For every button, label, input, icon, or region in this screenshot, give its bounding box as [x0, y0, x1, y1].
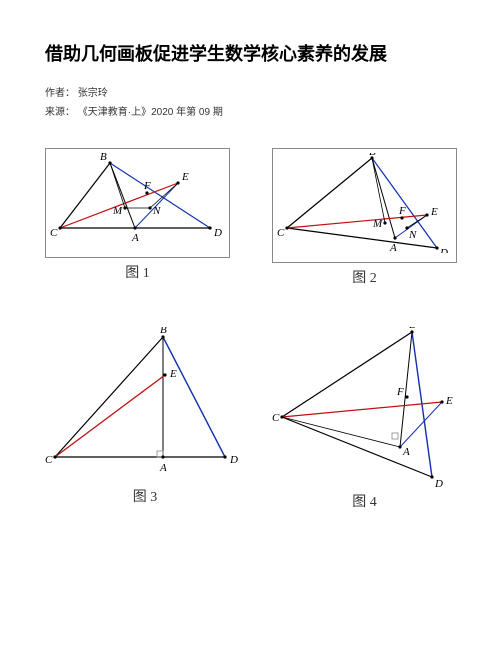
svg-text:E: E	[181, 171, 189, 183]
svg-text:C: C	[45, 454, 53, 466]
svg-text:D: D	[213, 227, 222, 239]
svg-text:E: E	[445, 395, 453, 407]
figure-1-svg: A B C D E F M N	[50, 153, 225, 248]
figure-2-caption: 图 2	[352, 267, 377, 287]
svg-text:A: A	[402, 446, 410, 458]
svg-text:A: A	[389, 242, 397, 253]
svg-text:B: B	[160, 327, 167, 336]
svg-text:B: B	[369, 153, 376, 158]
svg-text:C: C	[277, 227, 285, 239]
svg-text:B: B	[409, 327, 416, 331]
svg-text:E: E	[169, 368, 177, 380]
page-title: 借助几何画板促进学生数学核心素养的发展	[45, 40, 457, 66]
figure-4-caption: 图 4	[352, 491, 377, 511]
figure-2: A B C D E F M N 图 2	[272, 148, 457, 287]
svg-text:C: C	[272, 412, 280, 424]
svg-text:M: M	[372, 218, 383, 230]
svg-text:B: B	[100, 153, 107, 163]
svg-text:F: F	[396, 386, 404, 398]
figure-2-box: A B C D E F M N	[272, 148, 457, 263]
author-label: 作者：	[45, 88, 75, 99]
figure-row-1: A B C D E F M N 图 1 A B C D E F M N 图 2	[45, 148, 457, 287]
figure-1-caption: 图 1	[125, 262, 150, 282]
svg-text:A: A	[131, 232, 139, 244]
figure-1-box: A B C D E F M N	[45, 148, 230, 258]
svg-text:N: N	[152, 205, 161, 217]
svg-text:A: A	[159, 462, 167, 474]
svg-text:N: N	[408, 229, 417, 241]
figure-4-svg: A B C D E F	[272, 327, 457, 487]
author-line: 作者： 张宗玲	[45, 84, 457, 99]
svg-text:M: M	[112, 205, 123, 217]
svg-text:D: D	[434, 478, 443, 487]
svg-text:E: E	[430, 206, 438, 218]
figure-1: A B C D E F M N 图 1	[45, 148, 230, 287]
author-name: 张宗玲	[78, 88, 108, 99]
svg-text:D: D	[229, 454, 238, 466]
figure-row-2: A B C D E 图 3 A B C D E F 图 4	[45, 327, 457, 511]
figure-3-caption: 图 3	[133, 486, 158, 506]
figure-4: A B C D E F 图 4	[272, 327, 457, 511]
figure-3: A B C D E 图 3	[45, 327, 245, 511]
source-text: 《天津教育·上》2020 年第 09 期	[78, 107, 223, 118]
source-label: 来源：	[45, 107, 75, 118]
source-line: 来源： 《天津教育·上》2020 年第 09 期	[45, 103, 457, 118]
document-page: 借助几何画板促进学生数学核心素养的发展 作者： 张宗玲 来源： 《天津教育·上》…	[0, 0, 502, 551]
svg-text:F: F	[398, 205, 406, 217]
figure-2-svg: A B C D E F M N	[277, 153, 452, 253]
figure-3-svg: A B C D E	[45, 327, 245, 482]
svg-text:D: D	[439, 247, 448, 253]
svg-text:C: C	[50, 227, 58, 239]
svg-text:F: F	[143, 180, 151, 192]
